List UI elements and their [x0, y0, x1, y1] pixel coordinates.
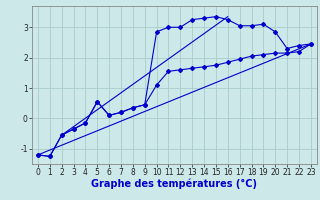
X-axis label: Graphe des températures (°C): Graphe des températures (°C)	[92, 179, 257, 189]
